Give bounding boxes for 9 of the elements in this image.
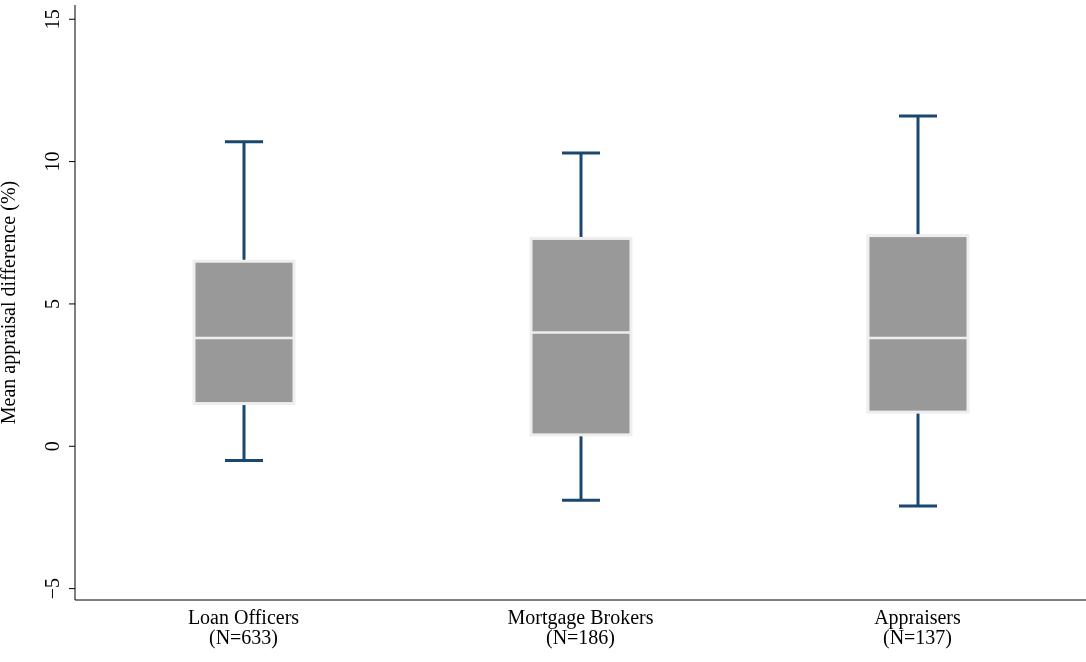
x-tick-label: Appraisers (N=137)	[874, 606, 962, 649]
y-tick-label: 5	[41, 298, 63, 309]
y-tick-label: 15	[41, 9, 63, 30]
y-tick-label: 0	[41, 441, 63, 452]
y-axis-title: Mean appraisal difference (%)	[0, 180, 21, 425]
y-tick-label: −5	[41, 577, 63, 600]
x-tick-label: Mortgage Brokers (N=186)	[507, 606, 654, 649]
y-tick-label: 10	[41, 151, 63, 172]
x-tick-label: Loan Officers (N=633)	[187, 606, 300, 649]
